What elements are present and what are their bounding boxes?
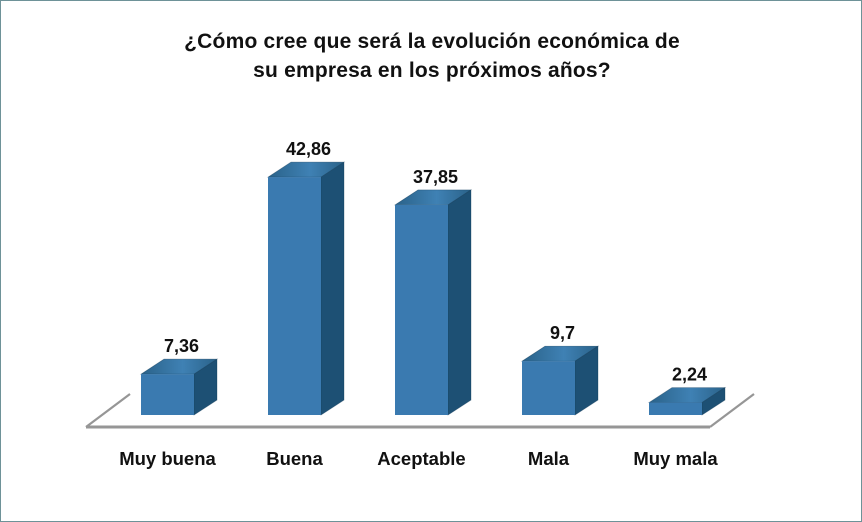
category-label: Mala <box>528 448 570 469</box>
bar-side-face <box>447 189 472 416</box>
category-label: Aceptable <box>377 448 465 469</box>
bar-value-label: 37,85 <box>413 167 458 187</box>
chart-title-line-2: su empresa en los próximos años? <box>253 59 611 82</box>
bar-front-face <box>268 177 321 415</box>
bar-value-label: 42,86 <box>286 139 331 159</box>
chart-title: ¿Cómo cree que será la evolución económi… <box>1 27 861 85</box>
bar-front-face <box>649 402 702 415</box>
category-label: Buena <box>266 448 323 469</box>
bar-side-face <box>320 161 345 416</box>
bar-front-face <box>141 374 194 415</box>
bar-value-label: 7,36 <box>164 336 199 356</box>
bar-value-label: 9,7 <box>550 323 575 343</box>
chart-title-line-1: ¿Cómo cree que será la evolución económi… <box>184 30 680 53</box>
bar-front-face <box>522 361 575 415</box>
category-label: Muy buena <box>119 448 216 469</box>
floor-left-edge <box>85 393 131 428</box>
category-label: Muy mala <box>633 448 718 469</box>
floor-right-edge <box>709 393 755 428</box>
bar-front-face <box>395 204 448 415</box>
bar-value-label: 2,24 <box>672 365 707 385</box>
